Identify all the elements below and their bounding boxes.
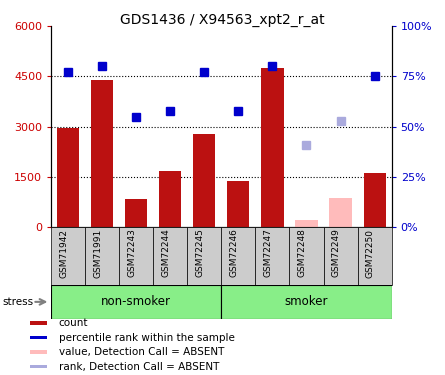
Bar <box>261 68 283 227</box>
Bar <box>295 220 318 227</box>
Text: stress: stress <box>2 297 33 307</box>
Bar <box>222 285 392 319</box>
Text: GSM71942: GSM71942 <box>59 229 68 278</box>
Text: GSM72250: GSM72250 <box>366 229 375 278</box>
Bar <box>125 200 147 227</box>
Bar <box>255 227 290 285</box>
Bar <box>30 365 47 368</box>
Bar <box>85 227 119 285</box>
Bar <box>324 227 358 285</box>
Bar <box>193 134 215 227</box>
Text: GSM72245: GSM72245 <box>195 229 204 278</box>
Bar <box>364 173 386 227</box>
Bar <box>159 171 182 227</box>
Text: non-smoker: non-smoker <box>101 296 171 308</box>
Bar <box>30 321 47 325</box>
Text: GDS1436 / X94563_xpt2_r_at: GDS1436 / X94563_xpt2_r_at <box>120 13 325 27</box>
Bar <box>358 227 392 285</box>
Text: GSM72249: GSM72249 <box>332 229 340 278</box>
Bar <box>51 227 85 285</box>
Text: count: count <box>59 318 88 328</box>
Text: GSM72246: GSM72246 <box>230 229 239 278</box>
Text: GSM72243: GSM72243 <box>127 229 136 278</box>
Bar <box>329 198 352 227</box>
Bar <box>30 336 47 339</box>
Text: percentile rank within the sample: percentile rank within the sample <box>59 333 235 343</box>
Bar <box>30 350 47 354</box>
Text: rank, Detection Call = ABSENT: rank, Detection Call = ABSENT <box>59 362 219 372</box>
Text: value, Detection Call = ABSENT: value, Detection Call = ABSENT <box>59 347 224 357</box>
Bar <box>57 128 79 227</box>
Bar <box>227 181 250 227</box>
Text: GSM72247: GSM72247 <box>263 229 272 278</box>
Text: smoker: smoker <box>285 296 328 308</box>
Text: GSM72244: GSM72244 <box>162 229 170 278</box>
Bar <box>290 227 324 285</box>
Bar <box>153 227 187 285</box>
Bar <box>222 227 255 285</box>
Text: GSM71991: GSM71991 <box>93 229 102 278</box>
Text: GSM72248: GSM72248 <box>298 229 307 278</box>
Bar <box>187 227 222 285</box>
Bar <box>119 227 153 285</box>
Bar <box>91 80 113 227</box>
Bar <box>51 285 222 319</box>
